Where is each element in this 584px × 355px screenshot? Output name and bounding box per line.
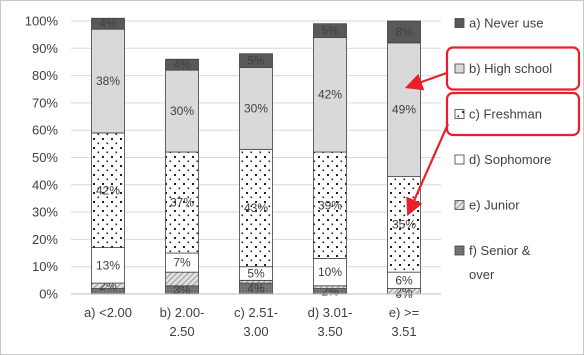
bar-segment <box>313 258 347 287</box>
bar-segment <box>239 53 273 68</box>
y-axis: 0% 10% 20% 30% 40% 50% 60% 70% 80% 90% 100% <box>25 14 59 302</box>
data-label: 6% <box>395 273 413 287</box>
bar-segment <box>239 279 273 284</box>
bar-3: 4%5%43%30%5% <box>239 53 273 296</box>
data-label: 39% <box>318 198 342 212</box>
y-tick-label: 60% <box>32 123 58 138</box>
data-label: 10% <box>318 265 342 279</box>
legend-label: f) Senior & over <box>469 243 531 282</box>
legend-label: c) Freshman <box>469 107 542 122</box>
bar-segment <box>91 17 125 30</box>
data-label: 4% <box>247 282 265 296</box>
x-tick-label: e) >= 3.51 <box>389 305 419 339</box>
legend-swatch <box>454 18 465 28</box>
data-label: 5% <box>247 54 265 68</box>
legend-label: d) Sophomore <box>469 152 551 167</box>
data-label: 42% <box>318 88 342 102</box>
arrow <box>406 123 450 217</box>
bar-segment <box>91 132 125 248</box>
legend-swatch <box>454 200 465 210</box>
data-label: 38% <box>96 74 120 88</box>
y-tick-label: 40% <box>32 177 58 192</box>
legend-item: c) Freshman <box>454 107 542 122</box>
bar-segment <box>313 36 347 153</box>
legend-label: a) Never use <box>469 16 543 31</box>
x-tick-label: a) <2.00 <box>84 305 132 320</box>
annotation-arrows <box>404 46 581 217</box>
data-label: 4% <box>173 58 191 72</box>
legend-swatch <box>454 154 465 165</box>
x-tick-label: b) 2.00-2.50 <box>160 305 205 339</box>
y-tick-label: 100% <box>25 14 59 29</box>
legend-swatch <box>454 63 465 74</box>
arrow <box>404 71 449 91</box>
data-label: 30% <box>170 104 194 118</box>
data-label: 5% <box>321 24 339 38</box>
y-tick-label: 20% <box>32 232 58 247</box>
data-label: 5% <box>247 267 265 281</box>
legend-label: b) High school <box>469 61 552 76</box>
data-label: 37% <box>170 196 194 210</box>
legend-swatch <box>454 109 465 119</box>
bar-segment <box>313 23 347 38</box>
bar-segment <box>165 58 199 71</box>
y-tick-label: 0% <box>39 287 58 302</box>
bar-segment <box>313 285 347 289</box>
bar-1: 2%13%42%38%4% <box>91 17 125 295</box>
bar-segment <box>91 28 125 134</box>
highlight-box <box>445 46 581 91</box>
y-tick-label: 70% <box>32 95 58 110</box>
bar-2: 3% 7% 37% 30% 4% <box>165 58 199 297</box>
data-label: 13% <box>96 258 120 272</box>
bar-4: 2%10%39%42%5% <box>313 23 347 298</box>
legend-item: f) Senior & over <box>454 243 531 282</box>
legend-item: e) Junior <box>454 198 520 213</box>
data-label: 4% <box>99 17 117 31</box>
data-label: 42% <box>96 183 120 197</box>
legend-item: d) Sophomore <box>454 152 551 167</box>
bar-segment <box>387 42 421 178</box>
legend-item: b) High school <box>454 61 552 76</box>
highlight-box <box>445 91 581 137</box>
y-tick-label: 80% <box>32 68 58 83</box>
bar-segment <box>387 20 421 44</box>
y-tick-label: 30% <box>32 205 58 220</box>
bar-5: 0%2%6%35%49%8% <box>387 20 421 301</box>
data-label: 35% <box>392 217 416 231</box>
data-label: 3% <box>173 283 191 297</box>
legend-swatch <box>454 245 465 256</box>
data-label: 7% <box>173 256 191 270</box>
bar-segment <box>91 247 125 284</box>
data-label: 8% <box>395 25 413 39</box>
legend-label: e) Junior <box>469 198 520 213</box>
data-label: 30% <box>244 101 268 115</box>
legend-item: a) Never use <box>454 16 543 31</box>
bar-segment <box>313 151 347 259</box>
y-tick-label: 10% <box>32 259 58 274</box>
bar-segment <box>239 148 273 268</box>
legend: a) Never use b) High school c) Freshman d) … <box>454 16 552 282</box>
data-label: 43% <box>244 201 268 215</box>
bar-segment <box>165 271 199 287</box>
x-axis: a) <2.00 b) 2.00-2.50 c) 2.51-3.00 d) 3.01-… <box>71 293 441 339</box>
x-tick-label: d) 3.01-3.50 <box>308 305 353 339</box>
y-tick-label: 90% <box>32 41 58 56</box>
y-tick-label: 50% <box>32 150 58 165</box>
x-tick-label: c) 2.51-3.00 <box>234 305 278 339</box>
data-label: 49% <box>392 103 416 117</box>
bars: 2%13%42%38%4%3%7%37%30%4%4%5%43%30%5%2%1… <box>91 17 421 301</box>
